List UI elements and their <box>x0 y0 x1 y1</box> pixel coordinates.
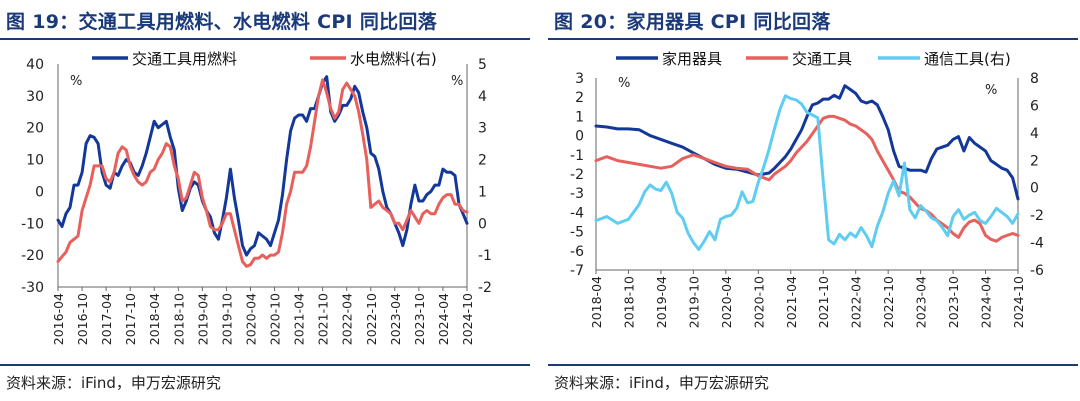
x-tick-label: 2020-10 <box>751 276 766 328</box>
x-tick-label: 2022-04 <box>340 293 355 345</box>
figure-20-title: 图 20：家用器具 CPI 同比回落 <box>554 11 831 33</box>
y-right-tick-label: 8 <box>1030 71 1039 87</box>
y-left-tick-label: -2 <box>570 167 584 183</box>
x-tick-label: 2021-10 <box>816 276 831 328</box>
x-tick-label: 2018-04 <box>589 276 604 328</box>
legend-label: 水电燃料(右) <box>350 50 437 68</box>
y-right-unit: % <box>985 83 997 98</box>
y-left-unit: % <box>70 74 82 89</box>
x-tick-label: 2016-04 <box>51 293 66 345</box>
x-tick-label: 2024-04 <box>979 276 994 328</box>
x-tick-label: 2021-10 <box>316 293 331 345</box>
x-tick-label: 2023-10 <box>946 276 961 328</box>
x-tick-label: 2020-10 <box>268 293 283 345</box>
legend-label: 通信工具(右) <box>924 50 1011 68</box>
y-left-tick-label: 0 <box>575 129 584 145</box>
y-left-tick-label: -4 <box>570 205 584 221</box>
y-left-tick-label: 0 <box>35 184 44 200</box>
x-tick-label: 2018-10 <box>621 276 636 328</box>
legend-label: 交通工具用燃料 <box>132 50 237 68</box>
figure-19: 图 19：交通工具用燃料、水电燃料 CPI 同比回落 40 30 20 10 0 -10-… <box>0 0 530 401</box>
x-tick-label: 2020-04 <box>719 276 734 328</box>
series-line <box>594 114 1020 243</box>
legend-label: 家用器具 <box>662 50 722 68</box>
x-tick-label: 2022-10 <box>364 293 379 345</box>
x-tick-label: 2024-10 <box>460 293 475 345</box>
y-right-tick-label: 2 <box>1030 153 1039 169</box>
x-tick-label: 2022-10 <box>881 276 896 328</box>
series-line <box>594 94 1020 251</box>
y-right-tick-label: 0 <box>1030 181 1039 197</box>
y-right-tick-label: 3 <box>478 121 487 137</box>
x-tick-label: 2024-04 <box>436 293 451 345</box>
y-left-tick-label: -7 <box>570 263 584 279</box>
y-right-tick-label: -1 <box>478 248 492 264</box>
y-left-tick-label: 40 <box>26 57 44 73</box>
x-tick-label: 2022-04 <box>849 276 864 328</box>
y-right-tick-label: 4 <box>1030 126 1039 142</box>
y-left-unit: % <box>618 76 630 91</box>
y-left-tick-label: 10 <box>26 153 44 169</box>
x-tick-label: 2019-04 <box>654 276 669 328</box>
y-right-tick-label: 4 <box>478 89 487 105</box>
figure-19-title: 图 19：交通工具用燃料、水电燃料 CPI 同比回落 <box>6 11 438 33</box>
x-tick-label: 2017-04 <box>99 293 114 345</box>
y-right-tick-label: -2 <box>478 280 492 296</box>
x-tick-label: 2021-04 <box>784 276 799 328</box>
y-left-tick-label: 20 <box>26 121 44 137</box>
x-tick-label: 2019-04 <box>195 293 210 345</box>
x-tick-label: 2021-04 <box>292 293 307 345</box>
y-right-tick-label: 5 <box>478 57 487 73</box>
y-left-tick-label: -5 <box>570 225 584 241</box>
y-right-tick-label: -4 <box>1030 236 1044 252</box>
x-tick-label: 2024-10 <box>1011 276 1026 328</box>
y-right-tick-label: -2 <box>1030 208 1044 224</box>
y-left-tick-label: -1 <box>570 148 584 164</box>
figure-20-chart: 3 2 1 0 -1 -2 -3 -4 -5 -6 -7 8 6 4 2 0 -2 -4 -6% % 2018-04 20… <box>570 50 1044 328</box>
y-left-tick-label: -3 <box>570 186 584 202</box>
series-line <box>56 75 469 257</box>
x-tick-label: 2018-04 <box>147 293 162 345</box>
y-left-tick-label: 2 <box>575 90 584 106</box>
y-right-tick-label: 2 <box>478 153 487 169</box>
x-tick-label: 2017-10 <box>123 293 138 345</box>
x-tick-label: 2023-04 <box>388 293 403 345</box>
x-tick-label: 2020-04 <box>243 293 258 345</box>
figure-19-top-rule <box>0 38 530 40</box>
x-tick-label: 2023-10 <box>412 293 427 345</box>
figure-20: 图 20：家用器具 CPI 同比回落 3 2 1 0 -1 -2 -3 -4 -5 -6 -7 8 6 4… <box>548 0 1078 401</box>
figure-19-source: 资料来源：iFind，申万宏源研究 <box>6 374 221 392</box>
y-left-tick-label: -20 <box>21 248 44 264</box>
y-right-tick-label: 6 <box>1030 98 1039 114</box>
y-right-unit: % <box>451 74 463 89</box>
series-line <box>56 78 469 268</box>
figure-20-source: 资料来源：iFind，申万宏源研究 <box>554 374 769 392</box>
y-right-tick-label: 0 <box>478 216 487 232</box>
y-left-tick-label: 3 <box>575 71 584 87</box>
x-tick-label: 2019-10 <box>219 293 234 345</box>
y-left-tick-label: -30 <box>21 280 44 296</box>
x-tick-label: 2016-10 <box>75 293 90 345</box>
figure-20-top-rule <box>548 38 1078 40</box>
x-tick-label: 2019-10 <box>686 276 701 328</box>
legend-label: 交通工具 <box>792 50 852 68</box>
figure-20-bottom-rule <box>548 364 1078 366</box>
y-left-tick-label: -10 <box>21 216 44 232</box>
figure-19-bottom-rule <box>0 364 530 366</box>
y-left-tick-label: 30 <box>26 89 44 105</box>
y-right-tick-label: -6 <box>1030 263 1044 279</box>
y-left-tick-label: -6 <box>570 244 584 260</box>
x-tick-label: 2018-10 <box>171 293 186 345</box>
y-left-tick-label: 1 <box>575 109 584 125</box>
x-tick-label: 2023-04 <box>914 276 929 328</box>
y-right-tick-label: 1 <box>478 184 487 200</box>
